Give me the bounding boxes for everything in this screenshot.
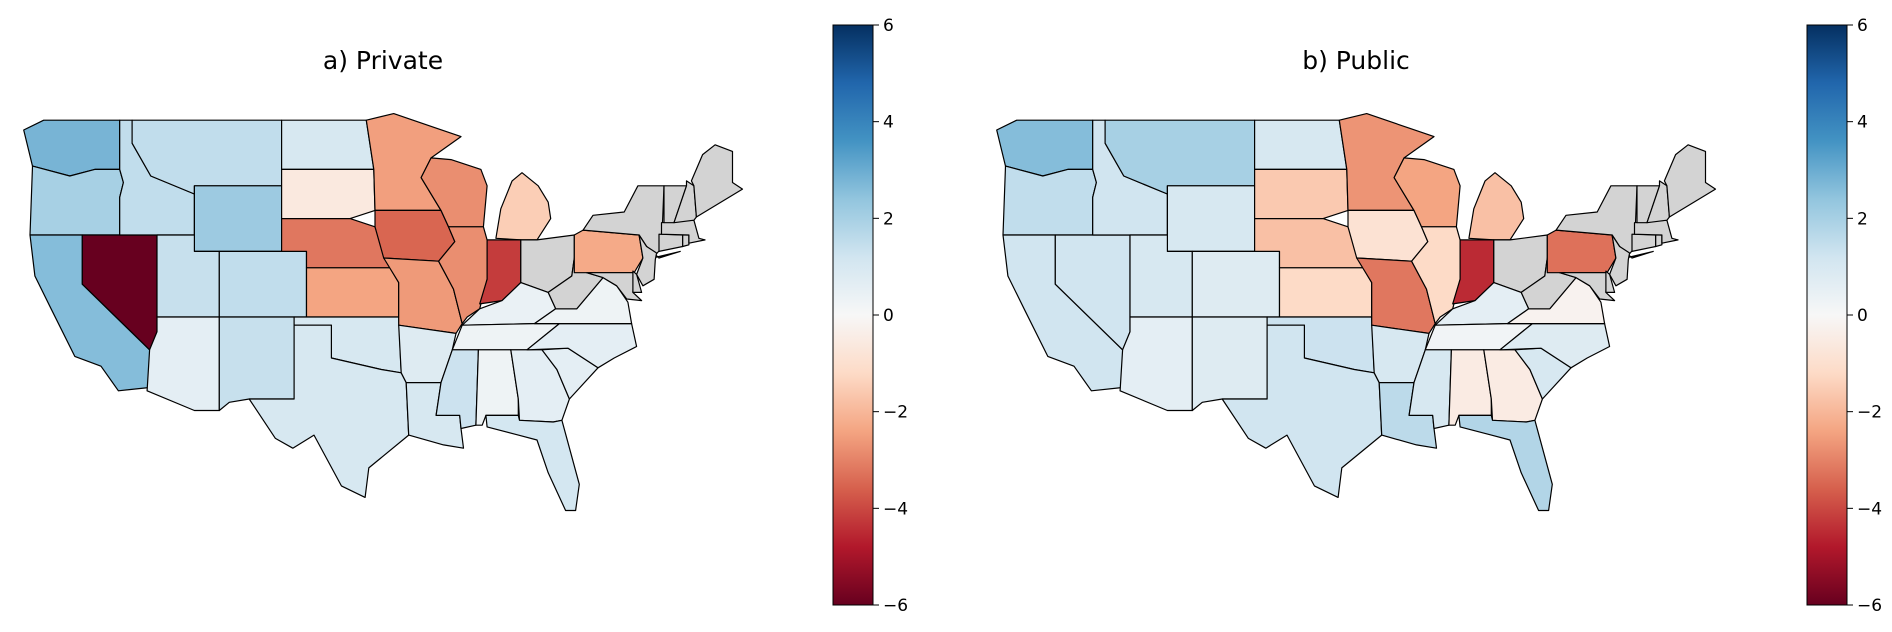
state-co	[1191, 250, 1281, 318]
state-nj	[636, 234, 658, 287]
state-de	[1605, 270, 1616, 293]
state-ms	[1408, 349, 1452, 430]
state-ks	[305, 267, 400, 318]
state-sd	[1254, 168, 1349, 220]
state-ri	[682, 234, 690, 248]
map-public	[996, 113, 1717, 512]
state-nm	[218, 316, 295, 412]
colorbar-tick-label: −6	[1857, 596, 1882, 616]
state-ia	[374, 209, 456, 262]
state-de	[632, 270, 643, 293]
state-ma	[1633, 219, 1679, 244]
colorbar-tick-label: 4	[1857, 113, 1868, 133]
state-sd	[281, 168, 376, 220]
state-az	[146, 316, 220, 412]
panel-title-private: a) Private	[322, 46, 444, 75]
state-mi	[1468, 172, 1525, 241]
colorbar-tick-label: −6	[883, 596, 908, 616]
state-ma	[660, 219, 706, 244]
map-private	[23, 113, 744, 512]
state-ia	[1347, 209, 1429, 262]
colorbar-tick-label: 2	[1857, 209, 1868, 229]
state-nm	[1191, 316, 1268, 412]
state-nd	[1254, 119, 1348, 170]
colorbar-tick-label: 6	[883, 16, 894, 36]
state-fl	[1458, 414, 1553, 512]
colorbar-tick-label: −4	[883, 499, 908, 519]
state-pa	[573, 229, 644, 274]
state-ks	[1278, 267, 1373, 318]
state-nj	[1609, 234, 1631, 287]
state-me	[1663, 144, 1717, 218]
panel-title-public: b) Public	[1302, 46, 1410, 75]
state-ct	[1631, 233, 1657, 252]
state-mi	[495, 172, 552, 241]
state-il	[1411, 226, 1461, 325]
colorbar-tick-label: −4	[1857, 499, 1882, 519]
state-az	[1119, 316, 1193, 412]
colorbar-tick-label: −2	[1857, 403, 1882, 423]
state-nd	[281, 119, 375, 170]
state-tx	[248, 324, 410, 498]
state-il	[438, 226, 488, 325]
state-ct	[658, 233, 684, 252]
colorbar-gradient	[832, 24, 874, 606]
colorbar-public: 6 4 2 0 −2 −4 −6	[1806, 16, 1882, 616]
state-tx	[1221, 324, 1383, 498]
colorbar-tick-label: 0	[1857, 306, 1868, 326]
colorbar-tick-label: 4	[883, 113, 894, 133]
state-co	[218, 250, 308, 318]
colorbar-tick-label: −2	[883, 403, 908, 423]
colorbar-tick-label: 6	[1857, 16, 1868, 36]
state-wy	[1166, 185, 1256, 252]
colorbar-gradient	[1806, 24, 1848, 606]
colorbar-private: 6 4 2 0 −2 −4 −6	[832, 16, 908, 616]
state-wy	[193, 185, 283, 252]
state-pa	[1546, 229, 1617, 274]
state-ms	[435, 349, 479, 430]
state-or	[29, 165, 124, 236]
state-fl	[485, 414, 580, 512]
state-ri	[1655, 234, 1663, 248]
colorbar-tick-label: 2	[883, 209, 894, 229]
state-me	[690, 144, 744, 218]
state-or	[1002, 165, 1097, 236]
colorbar-tick-label: 0	[883, 306, 894, 326]
